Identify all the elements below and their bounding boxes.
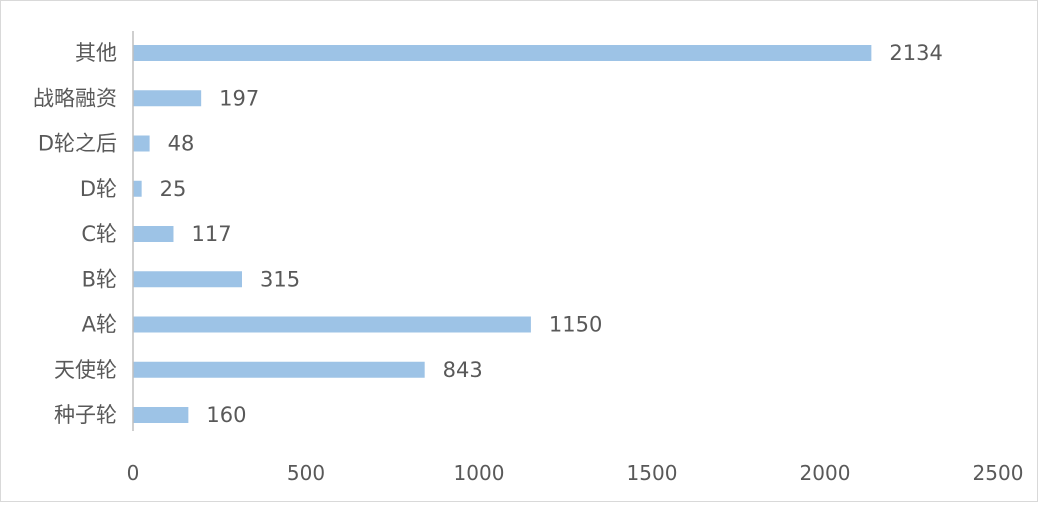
category-label: A轮 xyxy=(82,313,117,337)
data-label: 315 xyxy=(260,267,300,291)
data-label: 117 xyxy=(191,222,231,246)
bar xyxy=(133,361,425,378)
x-tick-label: 1500 xyxy=(627,461,678,485)
x-tick-label: 1000 xyxy=(454,461,505,485)
bar xyxy=(133,90,202,107)
category-label: 其他 xyxy=(75,41,117,65)
x-axis-ticks: 0 500 1000 1500 2000 2500 xyxy=(127,461,1024,485)
x-tick-label: 0 xyxy=(127,461,140,485)
data-label: 197 xyxy=(219,86,259,110)
data-label: 1150 xyxy=(549,313,602,337)
category-label: B轮 xyxy=(82,267,117,291)
data-label: 48 xyxy=(168,132,195,156)
bar xyxy=(133,271,242,288)
bar xyxy=(133,135,150,152)
x-tick-label: 2500 xyxy=(973,461,1024,485)
bar xyxy=(133,226,174,242)
bar xyxy=(133,407,189,423)
data-label: 25 xyxy=(160,177,187,201)
bar xyxy=(133,180,142,197)
category-label: 天使轮 xyxy=(54,358,117,382)
category-label: 种子轮 xyxy=(54,403,117,427)
data-label: 160 xyxy=(206,403,246,427)
data-label: 843 xyxy=(443,358,483,382)
category-label: 战略融资 xyxy=(33,86,117,110)
category-label: D轮之后 xyxy=(38,132,117,156)
bar xyxy=(133,45,872,61)
x-tick-label: 2000 xyxy=(800,461,851,485)
category-label: C轮 xyxy=(81,222,117,246)
x-tick-label: 500 xyxy=(287,461,325,485)
bar xyxy=(133,316,531,333)
bars-group xyxy=(133,45,872,423)
data-label: 2134 xyxy=(889,41,942,65)
category-label: D轮 xyxy=(80,177,117,201)
